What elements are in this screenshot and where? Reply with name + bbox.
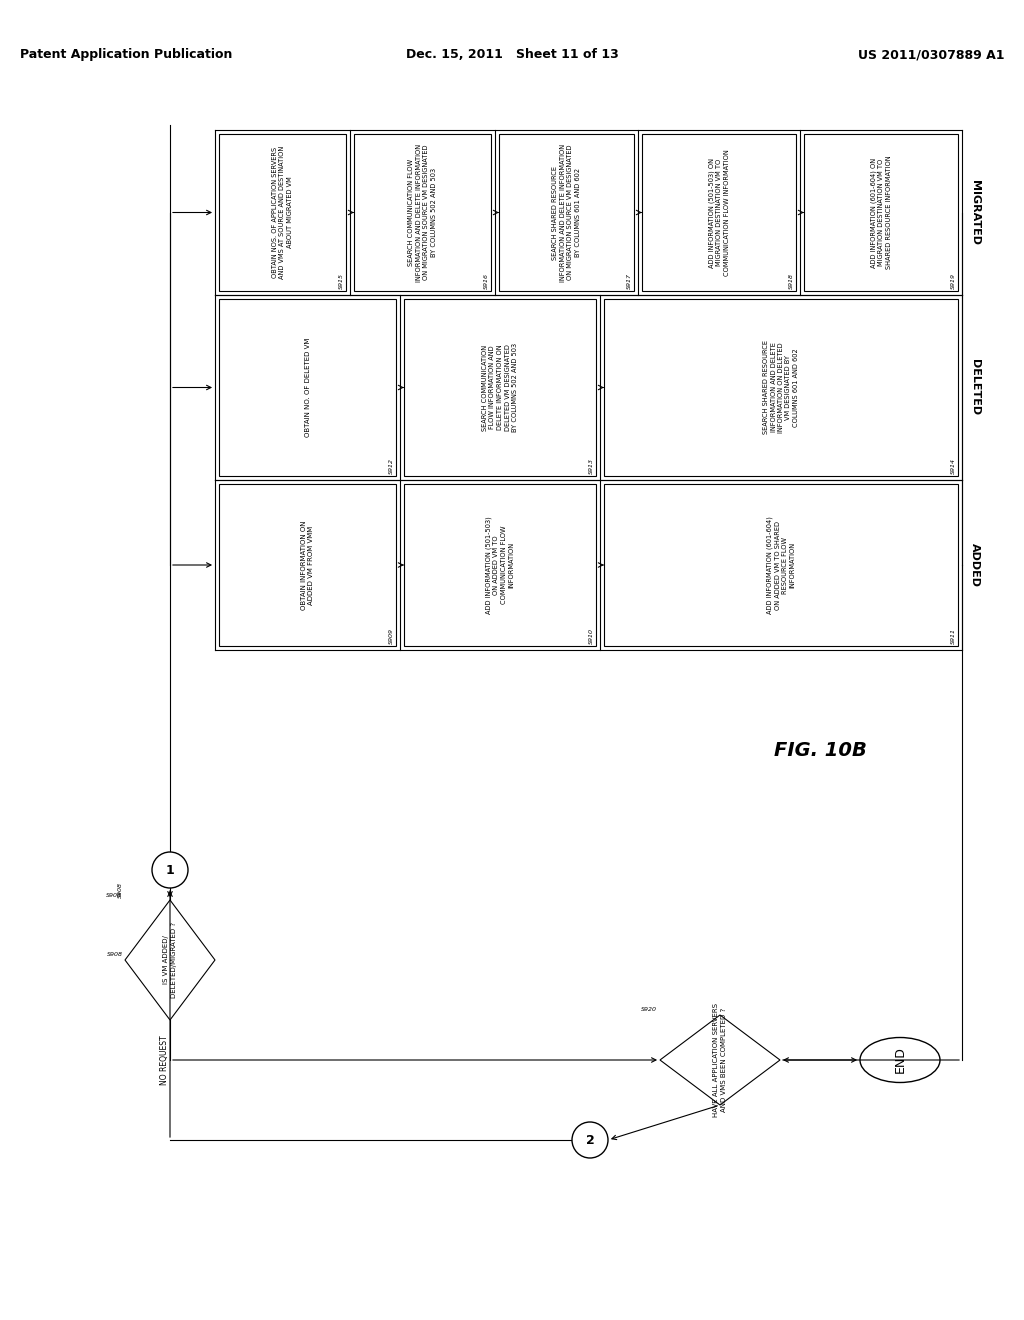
Text: DELETED: DELETED (970, 359, 980, 416)
Polygon shape (125, 900, 215, 1020)
Bar (499, 135, 634, 290)
Text: S908: S908 (106, 894, 122, 898)
Polygon shape (660, 1015, 780, 1105)
Text: S916: S916 (484, 273, 489, 289)
Bar (219, 300, 396, 477)
Text: S912: S912 (389, 458, 394, 474)
Text: SEARCH COMMUNICATION FLOW
INFORMATION AND DELETE INFORMATION
ON MIGRATION SOURCE: SEARCH COMMUNICATION FLOW INFORMATION AN… (409, 144, 437, 281)
Text: ADD INFORMATION (601-604)
ON ADDED VM TO SHARED
RESOURCE FLOW
INFORMATION: ADD INFORMATION (601-604) ON ADDED VM TO… (767, 516, 796, 614)
Text: NO REQUEST: NO REQUEST (161, 1035, 170, 1085)
Text: FIG. 10B: FIG. 10B (773, 741, 866, 759)
Text: Patent Application Publication: Patent Application Publication (20, 48, 232, 61)
Text: S909: S909 (389, 628, 394, 644)
Text: OBTAIN NO. OF DELETED VM: OBTAIN NO. OF DELETED VM (304, 338, 310, 437)
Circle shape (572, 1122, 608, 1158)
Text: S908: S908 (118, 882, 123, 898)
Text: S913: S913 (589, 458, 594, 474)
Text: MIGRATED: MIGRATED (970, 180, 980, 246)
Text: S914: S914 (951, 458, 956, 474)
Ellipse shape (860, 1038, 940, 1082)
Bar (354, 135, 490, 290)
Text: SEARCH SHARED RESOURCE
INFORMATION AND DELETE
INFORMATION ON DELETED
VM DESIGNAT: SEARCH SHARED RESOURCE INFORMATION AND D… (763, 341, 799, 434)
Text: HAVE ALL APPLICATION SERVERS
AND VMS BEEN COMPLETED ?: HAVE ALL APPLICATION SERVERS AND VMS BEE… (714, 1003, 727, 1117)
Text: ADDED: ADDED (970, 543, 980, 587)
Text: ADD INFORMATION (501-503) ON
MIGRATION DESTINATION VM TO
COMMUNICATION FLOW INFO: ADD INFORMATION (501-503) ON MIGRATION D… (709, 149, 730, 276)
Text: 2: 2 (586, 1134, 594, 1147)
Text: S919: S919 (951, 273, 956, 289)
Circle shape (152, 851, 188, 888)
Text: SEARCH SHARED RESOURCE
INFORMATION AND DELETE INFORMATION
ON MIGRATION SOURCE VM: SEARCH SHARED RESOURCE INFORMATION AND D… (552, 144, 581, 281)
Text: ADD INFORMATION (601-604) ON
MIGRATION DESTINATION VM TO
SHARED RESOURCE INFORMA: ADD INFORMATION (601-604) ON MIGRATION D… (870, 156, 892, 269)
Bar (219, 484, 396, 645)
Text: 1: 1 (166, 863, 174, 876)
Text: OBTAIN INFORMATION ON
ADDED VM FROM VMM: OBTAIN INFORMATION ON ADDED VM FROM VMM (301, 520, 314, 610)
Text: S911: S911 (951, 628, 956, 644)
Text: ADD INFORMATION (501-503)
ON ADDED VM TO
COMMUNICATION FLOW
INFORMATION: ADD INFORMATION (501-503) ON ADDED VM TO… (485, 516, 514, 614)
Text: S917: S917 (627, 273, 632, 289)
Text: SEARCH COMMUNICATION
FLOW INFORMATION AND
DELETE INFORMATION ON
DELETED VM DESIG: SEARCH COMMUNICATION FLOW INFORMATION AN… (482, 343, 518, 432)
Text: US 2011/0307889 A1: US 2011/0307889 A1 (857, 48, 1004, 61)
Bar (404, 484, 596, 645)
Text: S920: S920 (641, 1007, 657, 1012)
Text: OBTAIN NOS. OF APPLICATION SERVERS
AND VMS AT SOURCE AND DESTINATION
ABOUT MIGRA: OBTAIN NOS. OF APPLICATION SERVERS AND V… (272, 147, 293, 279)
Bar (404, 300, 596, 477)
Text: END: END (894, 1047, 906, 1073)
Text: S918: S918 (790, 273, 794, 289)
Bar (642, 135, 796, 290)
Bar (604, 300, 958, 477)
Text: S908: S908 (106, 953, 123, 957)
Text: Dec. 15, 2011   Sheet 11 of 13: Dec. 15, 2011 Sheet 11 of 13 (406, 48, 618, 61)
Text: IS VM ADDED/
DELETED/MIGRATED ?: IS VM ADDED/ DELETED/MIGRATED ? (163, 921, 177, 998)
Bar (804, 135, 958, 290)
Text: S915: S915 (339, 273, 344, 289)
Bar (604, 484, 958, 645)
Bar (219, 135, 346, 290)
Text: S910: S910 (589, 628, 594, 644)
